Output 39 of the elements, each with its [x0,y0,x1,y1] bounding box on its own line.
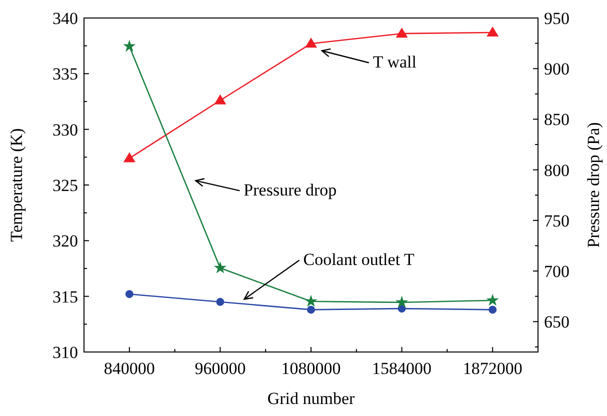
annotation: T wall [372,52,417,72]
y2-tick-label: 950 [544,9,570,28]
x-tick-label: 960000 [194,359,246,378]
point [488,306,497,314]
y-tick-label: 320 [52,232,78,251]
point [123,40,136,52]
y-tick-label: 335 [52,64,78,84]
y-tick-label: 310 [52,343,78,362]
point [307,306,315,314]
point [396,28,408,38]
y2-axis-title: Pressure drop (Pa) [584,122,603,248]
y2-tick-label: 900 [544,60,570,79]
point [486,26,499,36]
y-tick-label: 340 [52,9,78,28]
y-tick-label: 330 [52,120,78,140]
point [214,94,226,104]
point [395,296,408,308]
point [305,38,317,48]
x-tick-label: 1872000 [462,359,522,378]
annotation: Coolant outlet T [303,250,415,270]
point [125,290,134,298]
y2-tick-label: 750 [544,211,570,230]
x-axis-title: Grid number [267,389,356,408]
y2-tick-label: 650 [544,312,570,332]
point [214,261,227,274]
x-tick-label: 1080000 [281,359,341,378]
y-tick-label: 315 [52,287,78,306]
x-tick-label: 1584000 [372,359,432,378]
annotation: Pressure drop [244,180,337,200]
x-tick-label: 840000 [104,359,155,378]
point [304,294,318,307]
y2-tick-label: 850 [544,110,570,130]
y-axis-title: Temperature (K) [7,128,26,242]
point [486,294,499,306]
y-tick-label: 325 [52,176,78,195]
y2-tick-label: 700 [544,262,570,282]
point [123,152,136,162]
point [216,298,224,306]
y2-tick-label: 800 [544,160,570,180]
